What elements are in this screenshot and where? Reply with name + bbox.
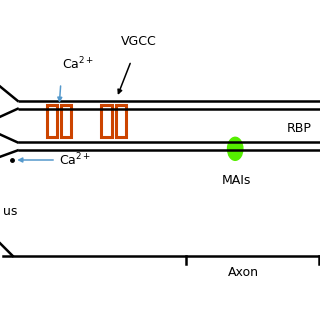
Text: RBP: RBP (286, 122, 311, 134)
Bar (61, 105, 71, 137)
Ellipse shape (228, 137, 243, 160)
Bar (101, 105, 112, 137)
Text: MAIs: MAIs (222, 174, 252, 187)
Text: us: us (3, 205, 18, 218)
Text: Ca$^{2+}$: Ca$^{2+}$ (59, 152, 91, 168)
Text: VGCC: VGCC (121, 35, 157, 48)
Text: Ca$^{2+}$: Ca$^{2+}$ (62, 56, 94, 72)
Bar (47, 105, 57, 137)
Text: Axon: Axon (228, 266, 259, 279)
Bar (116, 105, 126, 137)
